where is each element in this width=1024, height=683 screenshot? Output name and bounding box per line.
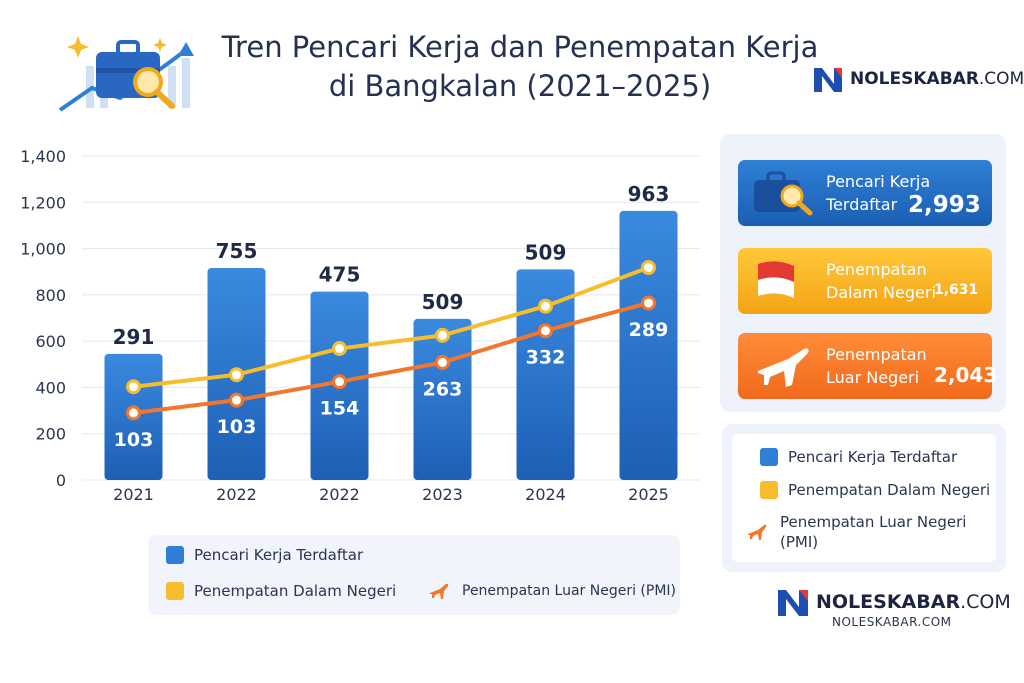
legend-swatch-blue (166, 546, 184, 564)
x-tick-label: 2023 (422, 485, 463, 504)
line-value-label: 332 (526, 347, 566, 369)
line-value-label: 289 (629, 319, 669, 341)
title-line-1: Tren Pencari Kerja dan Penempatan Kerja (221, 30, 819, 64)
legend-item-domestic: Penempatan Dalam Negeri (760, 481, 990, 499)
legend-swatch-yellow (760, 481, 778, 499)
indonesia-flag-icon (758, 261, 794, 298)
briefcase-magnifier-icon (754, 171, 813, 216)
bar-value-label: 475 (319, 263, 361, 287)
summary-card-job-seekers: Pencari Kerja Terdaftar 2,993 (738, 160, 992, 226)
bar (516, 269, 575, 480)
title-line-2: di Bangkalan (2021–2025) (328, 69, 712, 103)
y-tick-label: 800 (35, 286, 66, 305)
card-value: 2,043 (934, 363, 998, 387)
airplane-icon (758, 348, 809, 387)
bar-value-label: 755 (216, 239, 258, 263)
y-tick-label: 1,400 (20, 147, 66, 166)
legend-item-overseas: Penempatan Luar Negeri (PMI) (746, 512, 966, 552)
brand-logo-top: NOLESKABAR.COM (812, 64, 1024, 94)
y-tick-label: 200 (35, 425, 66, 444)
brand-name: NOLESKABAR (850, 69, 979, 89)
series-point (538, 298, 553, 314)
bar-value-label: 291 (113, 325, 155, 349)
card-value: 2,993 (908, 192, 981, 218)
airplane-icon (430, 583, 449, 599)
legend-swatch-yellow (166, 582, 184, 600)
line-value-label: 263 (423, 378, 463, 400)
bar-value-label: 509 (525, 240, 567, 264)
legend-item-domestic-bottom: Penempatan Dalam Negeri (166, 582, 396, 600)
bar-value-label: 509 (422, 290, 464, 314)
brand-name: NOLESKABAR (816, 591, 961, 613)
series-point (229, 367, 244, 383)
x-tick-label: 2021 (113, 485, 154, 504)
y-tick-label: 1,200 (20, 193, 66, 212)
legend-item-job-seekers: Pencari Kerja Terdaftar (760, 448, 957, 466)
series-point (126, 405, 141, 421)
series-point (538, 323, 553, 339)
series-point (641, 295, 656, 311)
line-value-label: 154 (320, 398, 360, 420)
card-label: Penempatan Luar Negeri (826, 345, 927, 387)
summary-card-overseas: Penempatan Luar Negeri 2,043 (738, 333, 997, 399)
legend-item-job-seekers-bottom: Pencari Kerja Terdaftar (166, 546, 363, 564)
n-logo-icon (814, 68, 842, 92)
card-label: Penempatan Dalam Negeri (826, 260, 936, 302)
series-point (435, 354, 450, 370)
series-point (332, 374, 347, 390)
brand-url: NOLESKABAR.COM (832, 615, 952, 629)
series-point (229, 392, 244, 408)
brand-domain: .COM (978, 69, 1024, 89)
brand-domain: .COM (960, 591, 1011, 613)
x-tick-label: 2022 (319, 485, 360, 504)
card-label: Pencari Kerja Terdaftar (826, 172, 931, 214)
series-point (641, 260, 656, 276)
bar (619, 210, 678, 480)
airplane-icon (748, 524, 767, 540)
series-point (435, 327, 450, 343)
line-value-label: 103 (217, 416, 257, 438)
x-tick-label: 2025 (628, 485, 669, 504)
card-value: 1,631 (934, 282, 979, 298)
series-line (133, 265, 650, 389)
legend-item-overseas-bottom: Penempatan Luar Negeri (PMI) (428, 582, 676, 600)
brand-logo-bottom: NOLESKABAR.COM (776, 586, 1011, 618)
bar-value-label: 963 (628, 182, 670, 206)
x-tick-label: 2024 (525, 485, 566, 504)
page-title: Tren Pencari Kerja dan Penempatan Kerja … (220, 28, 820, 106)
y-tick-label: 1,000 (20, 240, 66, 259)
series-point (332, 341, 347, 357)
legend-swatch-blue (760, 448, 778, 466)
briefcase-growth-icon (58, 36, 194, 112)
line-value-label: 103 (114, 429, 154, 451)
summary-card-domestic: Penempatan Dalam Negeri 1,631 (738, 248, 992, 314)
series-point (126, 379, 141, 395)
legend-panel-bottom (148, 535, 680, 615)
x-tick-label: 2022 (216, 485, 257, 504)
series-line (133, 301, 650, 415)
y-tick-label: 0 (56, 471, 66, 490)
y-tick-label: 400 (35, 378, 66, 397)
y-tick-label: 600 (35, 332, 66, 351)
n-logo-icon (778, 590, 808, 616)
